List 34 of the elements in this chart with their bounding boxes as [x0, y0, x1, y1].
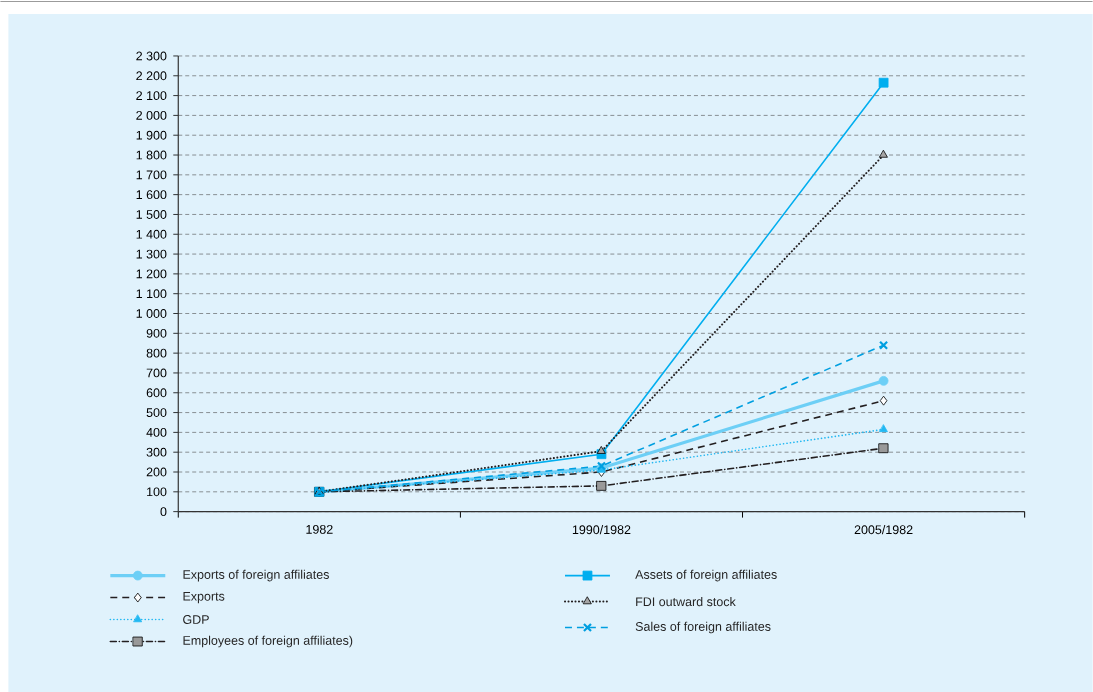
legend-label: FDI outward stock: [636, 596, 736, 606]
y-tick-label: 1 800: [136, 150, 167, 160]
y-tick-label: 2 200: [136, 71, 167, 80]
y-tick-label: 300: [146, 447, 167, 457]
x-tick-label: 2005/1982: [854, 524, 913, 534]
y-tick-label: 400: [146, 427, 167, 437]
y-tick-label: 1 500: [136, 209, 167, 219]
legend-label: Exports of foreign affiliates: [183, 569, 329, 582]
y-tick-label: 700: [146, 368, 167, 378]
y-tick-label: 1 300: [136, 249, 167, 259]
legend-label: Exports: [183, 591, 225, 603]
y-tick-label: 200: [146, 467, 167, 477]
y-tick-label: 900: [146, 328, 167, 338]
y-tick-label: 2 100: [136, 90, 167, 100]
y-tick-label: 2 300: [136, 51, 167, 61]
y-tick-label: 1 100: [136, 289, 167, 298]
legend-label: Assets of foreign affiliates: [635, 569, 777, 582]
y-tick-label: 1 400: [136, 229, 167, 239]
x-tick-label: 1982: [306, 524, 333, 534]
legend-label: Sales of foreign affiliates: [635, 621, 771, 634]
legend-label: Employees of foreign affiliates): [183, 635, 353, 648]
y-tick-label: 1 900: [136, 130, 167, 140]
y-tick-label: 100: [147, 487, 167, 497]
y-tick-label: 2 000: [136, 110, 167, 120]
y-tick-label: 1 600: [136, 189, 167, 199]
y-tick-label: 500: [146, 407, 167, 417]
legend-label: GDP: [183, 614, 209, 624]
x-tick-label: 1990/1982: [572, 524, 631, 534]
y-tick-label: 600: [146, 388, 167, 397]
y-tick-label: 1 000: [136, 308, 167, 318]
y-tick-label: 1 200: [136, 269, 167, 279]
y-tick-label: 0: [160, 506, 167, 516]
y-tick-label: 800: [146, 348, 167, 358]
y-tick-label: 1 700: [136, 170, 167, 180]
